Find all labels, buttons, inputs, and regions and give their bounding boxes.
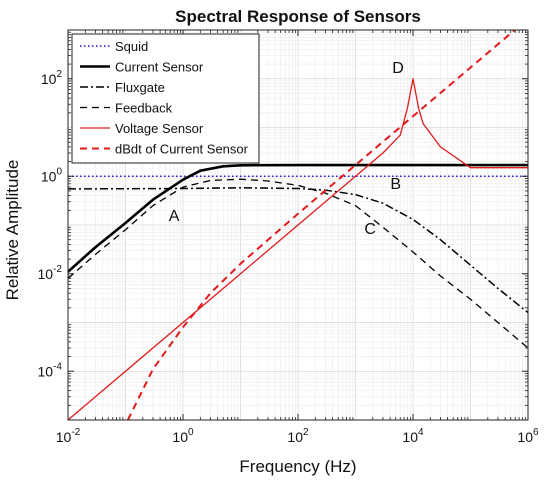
series-line-1 bbox=[68, 163, 528, 273]
annotation-label: D bbox=[392, 60, 404, 77]
y-tick-label: 10-4 bbox=[38, 361, 63, 379]
legend-entry: Fluxgate bbox=[115, 80, 165, 95]
series-line-2 bbox=[68, 187, 528, 314]
series-line-3 bbox=[68, 178, 528, 349]
annotation-label: B bbox=[390, 176, 401, 193]
legend-entry: dBdt of Current Sensor bbox=[115, 142, 249, 157]
legend-entry: Voltage Sensor bbox=[115, 121, 204, 136]
x-tick-label: 102 bbox=[287, 427, 309, 445]
annotations: A B C D bbox=[169, 60, 404, 238]
y-tick-label: 102 bbox=[41, 69, 63, 87]
legend: Squid Current Sensor Fluxgate Feedback Volta… bbox=[71, 33, 260, 164]
x-tick-label: 10-2 bbox=[56, 427, 81, 445]
chart-title: Spectral Response of Sensors bbox=[175, 7, 421, 26]
y-axis-label: Relative Amplitude bbox=[3, 160, 22, 301]
y-tick-label: 100 bbox=[41, 166, 63, 184]
annotation-label: A bbox=[169, 208, 180, 225]
series-layer bbox=[68, 30, 528, 420]
x-tick-label: 104 bbox=[402, 427, 424, 445]
legend-entry: Current Sensor bbox=[115, 60, 204, 75]
legend-entry: Squid bbox=[115, 39, 148, 54]
x-tick-label: 106 bbox=[517, 427, 539, 445]
ticks: 10-2 100 102 104 106 10-4 10-2 100 102 bbox=[38, 30, 539, 445]
y-tick-label: 10-2 bbox=[38, 264, 63, 282]
series-line-5 bbox=[126, 30, 517, 420]
legend-box bbox=[71, 33, 260, 164]
x-tick-label: 100 bbox=[172, 427, 194, 445]
x-axis-label: Frequency (Hz) bbox=[239, 457, 356, 476]
legend-entry: Feedback bbox=[115, 101, 173, 116]
annotation-label: C bbox=[364, 221, 376, 238]
series-line-4 bbox=[68, 78, 528, 420]
